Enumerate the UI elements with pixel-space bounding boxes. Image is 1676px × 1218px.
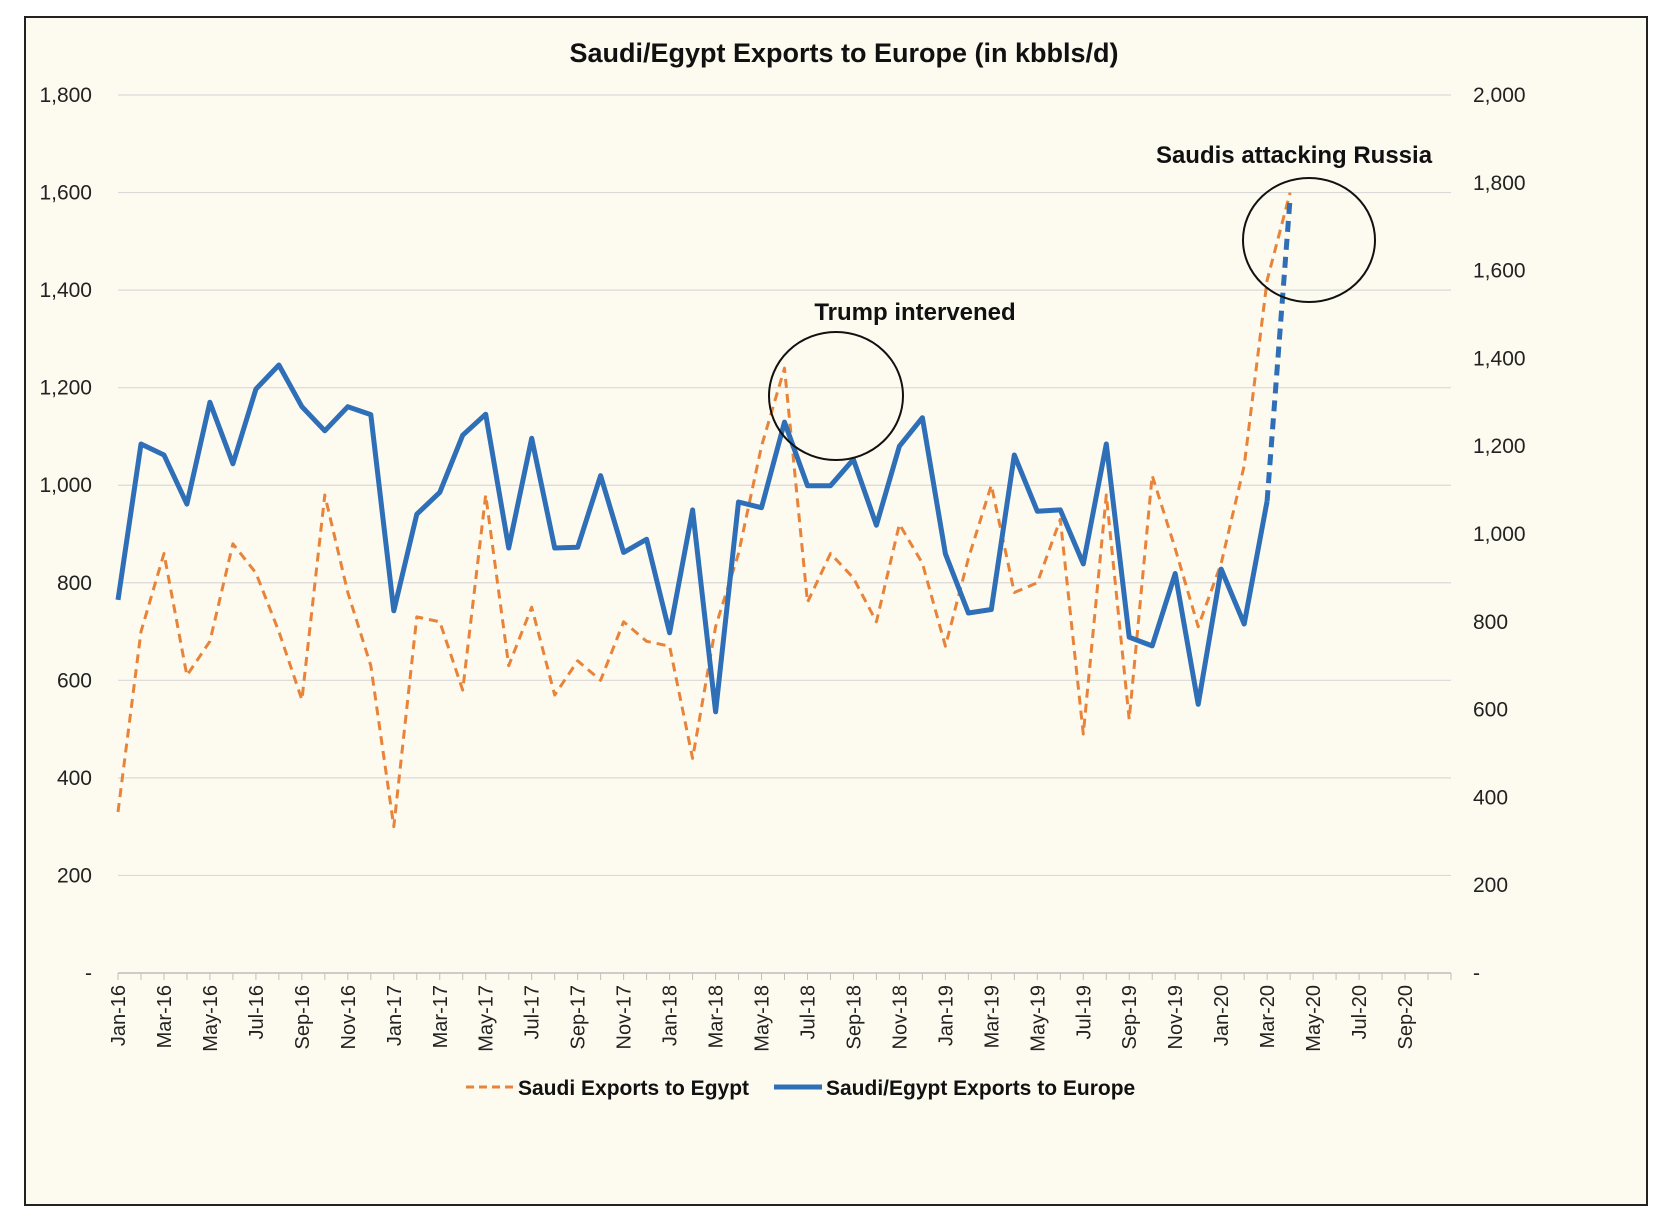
x-tick-label: Mar-16 bbox=[154, 985, 176, 1048]
series-line-egypt bbox=[116, 192, 1292, 829]
x-tick-label: Jul-19 bbox=[1073, 985, 1095, 1039]
x-tick-label: Jul-16 bbox=[246, 985, 268, 1039]
series-group bbox=[115, 192, 1293, 829]
annotations: Trump intervened Saudis attacking Russia bbox=[768, 142, 1433, 461]
x-tick-label: Jul-18 bbox=[797, 985, 819, 1039]
x-tick-label: Jul-17 bbox=[522, 985, 544, 1039]
x-tick-label: Sep-16 bbox=[292, 985, 314, 1050]
x-tick-label: Mar-18 bbox=[706, 985, 728, 1048]
y-left-tick-label: 200 bbox=[57, 864, 92, 887]
y-right-tick-label: 1,200 bbox=[1473, 435, 1526, 458]
gridlines bbox=[118, 94, 1451, 974]
x-tick-label: May-17 bbox=[476, 985, 498, 1052]
x-tick-label: May-19 bbox=[1027, 985, 1049, 1052]
x-tick-label: Jan-18 bbox=[660, 985, 682, 1046]
y-right-tick-label: 600 bbox=[1473, 699, 1508, 722]
y-axis-right: - 200 400 600 800 1,000 1,200 1,400 1,600 1,800 2,… bbox=[1473, 84, 1526, 985]
x-tick-label: Nov-17 bbox=[614, 985, 636, 1049]
x-tick-label: Nov-16 bbox=[338, 985, 360, 1049]
y-axis-left: - 200 400 600 800 1,000 1,200 1,400 1,600 1,800 bbox=[39, 84, 92, 985]
y-left-tick-label: 1,400 bbox=[39, 279, 92, 302]
x-tick-label: Mar-20 bbox=[1257, 985, 1279, 1048]
series-line-europe bbox=[115, 362, 1270, 715]
y-right-tick-label: 1,600 bbox=[1473, 260, 1526, 283]
chart-svg: Saudi/Egypt Exports to Europe (in kbbls/… bbox=[39, 38, 1526, 1100]
x-tick-label: Sep-19 bbox=[1119, 985, 1141, 1050]
y-left-tick-label: 400 bbox=[57, 767, 92, 790]
x-axis: Jan-16 Mar-16 May-16 Jul-16 Sep-16 Nov-16 Jan-… bbox=[108, 972, 1452, 1052]
y-right-tick-label: 2,000 bbox=[1473, 84, 1526, 107]
x-tick-label: Mar-17 bbox=[430, 985, 452, 1048]
x-tick-label: Nov-18 bbox=[889, 985, 911, 1049]
annotation-circle-saudis bbox=[1242, 177, 1376, 303]
legend-label-egypt: Saudi Exports to Egypt bbox=[518, 1077, 749, 1100]
y-right-tick-label: 1,800 bbox=[1473, 172, 1526, 195]
y-right-tick-label: - bbox=[1473, 962, 1480, 985]
annotation-saudis: Saudis attacking Russia bbox=[1156, 142, 1433, 169]
annotation-trump: Trump intervened bbox=[814, 299, 1015, 326]
x-tick-label: Jan-16 bbox=[108, 985, 130, 1046]
annotation-circle-trump bbox=[768, 331, 904, 461]
x-tick-label: Mar-19 bbox=[981, 985, 1003, 1048]
x-tick-label: Sep-18 bbox=[843, 985, 865, 1050]
x-tick-label: Jan-17 bbox=[384, 985, 406, 1046]
y-left-tick-label: 600 bbox=[57, 669, 92, 692]
legend-label-europe: Saudi/Egypt Exports to Europe bbox=[826, 1077, 1135, 1100]
legend: Saudi Exports to Egypt Saudi/Egypt Expor… bbox=[466, 1077, 1135, 1100]
y-right-tick-label: 1,000 bbox=[1473, 523, 1526, 546]
y-right-tick-label: 400 bbox=[1473, 786, 1508, 809]
y-left-tick-label: 1,600 bbox=[39, 182, 92, 205]
y-left-tick-label: 1,000 bbox=[39, 474, 92, 497]
y-left-tick-label: 1,200 bbox=[39, 377, 92, 400]
x-tick-label: May-20 bbox=[1303, 985, 1325, 1052]
x-tick-label: Jan-19 bbox=[935, 985, 957, 1046]
x-tick-label: May-18 bbox=[752, 985, 774, 1052]
y-left-tick-label: - bbox=[85, 962, 92, 985]
y-right-tick-label: 200 bbox=[1473, 874, 1508, 897]
series-line-europe-projection bbox=[1264, 198, 1293, 502]
chart-title: Saudi/Egypt Exports to Europe (in kbbls/… bbox=[569, 38, 1118, 68]
y-right-tick-label: 800 bbox=[1473, 611, 1508, 634]
y-left-tick-label: 1,800 bbox=[39, 84, 92, 107]
x-tick-label: Sep-20 bbox=[1395, 985, 1417, 1050]
chart-frame: Saudi/Egypt Exports to Europe (in kbbls/… bbox=[24, 16, 1648, 1206]
x-tick-label: May-16 bbox=[200, 985, 222, 1052]
x-tick-label: Sep-17 bbox=[568, 985, 590, 1050]
y-left-tick-label: 800 bbox=[57, 572, 92, 595]
x-tick-label: Jul-20 bbox=[1349, 985, 1371, 1039]
x-tick-label: Nov-19 bbox=[1165, 985, 1187, 1049]
y-right-tick-label: 1,400 bbox=[1473, 347, 1526, 370]
x-tick-label: Jan-20 bbox=[1211, 985, 1233, 1046]
